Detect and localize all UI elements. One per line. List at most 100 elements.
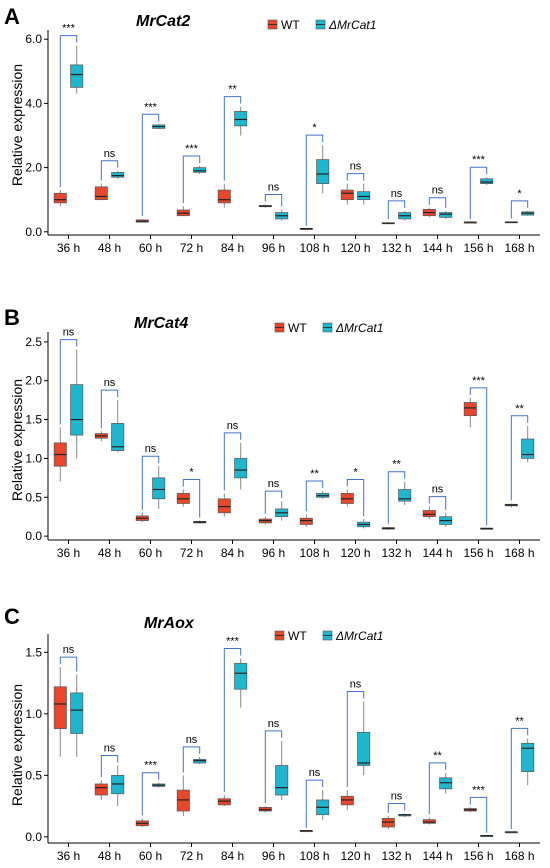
panel-b-plot: 0.0 0.5 1.0 1.5 2.0 2.5 36 h 48 h 60 h 72 h 84 h 96… bbox=[25, 327, 540, 560]
box-body bbox=[357, 731, 371, 766]
box-body bbox=[521, 742, 535, 772]
bracket-line bbox=[141, 455, 160, 510]
significance-bracket: *** bbox=[469, 784, 488, 833]
y-tick-label: 1.0 bbox=[25, 707, 42, 721]
legend-label: ΔMrCat1 bbox=[335, 321, 383, 335]
significance-label: ns bbox=[104, 377, 116, 389]
bracket-line bbox=[223, 432, 242, 491]
box-body bbox=[152, 477, 166, 500]
panel-a-title: MrCat2 bbox=[136, 13, 190, 30]
x-tick-label: 72 h bbox=[180, 241, 203, 255]
significance-bracket: ns bbox=[346, 161, 365, 181]
significance-bracket: ** bbox=[510, 715, 529, 829]
y-tick-label: 1.5 bbox=[25, 413, 42, 427]
y-tick-label: 1.5 bbox=[25, 645, 42, 659]
significance-bracket: *** bbox=[469, 154, 488, 220]
bracket-line bbox=[387, 802, 406, 813]
significance-label: *** bbox=[472, 784, 486, 796]
mutant-box bbox=[275, 501, 289, 521]
box-body bbox=[176, 789, 190, 812]
bracket-line bbox=[428, 197, 447, 208]
wt-box bbox=[135, 818, 149, 828]
significance-bracket: ** bbox=[223, 84, 242, 181]
significance-bracket: *** bbox=[182, 143, 201, 204]
bracket-line bbox=[223, 96, 242, 181]
wt-box bbox=[422, 817, 436, 825]
panel-c-legend: WT ΔMrCat1 bbox=[274, 629, 383, 643]
significance-bracket: ** bbox=[510, 403, 529, 501]
x-tick-label: 72 h bbox=[180, 849, 203, 863]
significance-bracket: * bbox=[182, 467, 201, 518]
significance-bracket: *** bbox=[59, 23, 78, 188]
x-tick-label: 96 h bbox=[262, 241, 285, 255]
significance-label: * bbox=[189, 467, 194, 479]
significance-bracket: ns bbox=[387, 188, 406, 220]
significance-label: * bbox=[312, 122, 317, 134]
bracket-line bbox=[469, 166, 488, 220]
significance-bracket: * bbox=[346, 467, 365, 517]
y-tick-label: 0.5 bbox=[25, 768, 42, 782]
box-body bbox=[463, 402, 477, 417]
significance-label: ns bbox=[104, 148, 116, 160]
significance-bracket: ns bbox=[100, 742, 119, 778]
panel-c-plot: 0.0 0.5 1.0 1.5 36 h 48 h 60 h 72 h 84 h 96 h 108 … bbox=[25, 634, 540, 863]
panel-c: C MrAox WT ΔMrCat1 Relative expression 0.… bbox=[4, 604, 540, 863]
significance-label: *** bbox=[472, 154, 486, 166]
wt-box bbox=[135, 512, 149, 523]
y-tick-label: 0.0 bbox=[25, 225, 42, 239]
box-body bbox=[381, 818, 395, 828]
significance-label: *** bbox=[185, 143, 199, 155]
mutant-box bbox=[480, 835, 494, 837]
y-tick-label: 0.0 bbox=[25, 529, 42, 543]
wt-box bbox=[258, 516, 272, 525]
wt-box bbox=[463, 221, 477, 224]
significance-bracket: ns bbox=[346, 679, 365, 788]
panel-b-legend: WT ΔMrCat1 bbox=[274, 321, 383, 335]
bracket-line bbox=[346, 479, 365, 517]
bracket-line bbox=[223, 647, 242, 793]
bracket-line bbox=[346, 691, 365, 788]
legend-item-wt: WT bbox=[274, 321, 307, 335]
bracket-line bbox=[510, 415, 529, 501]
mutant-box bbox=[316, 145, 330, 194]
bracket-line bbox=[305, 779, 324, 828]
mutant-box bbox=[439, 512, 453, 527]
box-body bbox=[439, 212, 453, 218]
bracket-line bbox=[182, 746, 201, 773]
wt-box bbox=[53, 667, 67, 757]
panel-a-legend: WT ΔMrCat1 bbox=[267, 18, 376, 32]
x-tick-label: 72 h bbox=[180, 546, 203, 560]
significance-bracket: ns bbox=[141, 443, 160, 510]
box-body bbox=[234, 111, 248, 127]
wt-box bbox=[217, 493, 231, 517]
significance-bracket: ns bbox=[59, 327, 78, 425]
box-body bbox=[217, 189, 231, 204]
x-tick-label: 36 h bbox=[57, 849, 80, 863]
bracket-line bbox=[305, 480, 324, 512]
box-body bbox=[439, 777, 453, 790]
x-tick-label: 156 h bbox=[463, 546, 493, 560]
box-body bbox=[234, 458, 248, 479]
box-body bbox=[53, 192, 67, 204]
x-tick-label: 48 h bbox=[98, 546, 121, 560]
legend-label: WT bbox=[288, 629, 307, 643]
significance-bracket: *** bbox=[223, 635, 242, 793]
significance-label: *** bbox=[62, 23, 76, 35]
mutant-box bbox=[521, 738, 535, 786]
significance-bracket: ns bbox=[305, 767, 324, 828]
significance-label: ** bbox=[228, 84, 237, 96]
box-body bbox=[521, 438, 535, 459]
x-tick-label: 96 h bbox=[262, 546, 285, 560]
panel-c-ylabel: Relative expression bbox=[9, 684, 25, 806]
wt-box bbox=[340, 790, 354, 810]
legend-label: ΔMrCat1 bbox=[335, 629, 383, 643]
bracket-line bbox=[182, 479, 201, 518]
mutant-box bbox=[193, 520, 207, 524]
significance-label: ** bbox=[392, 459, 401, 471]
bracket-line bbox=[428, 496, 447, 510]
significance-label: ns bbox=[145, 443, 157, 455]
box-body bbox=[111, 774, 125, 795]
significance-bracket: ns bbox=[264, 718, 283, 804]
y-tick-label: 2.0 bbox=[25, 374, 42, 388]
bracket-line bbox=[59, 339, 78, 425]
